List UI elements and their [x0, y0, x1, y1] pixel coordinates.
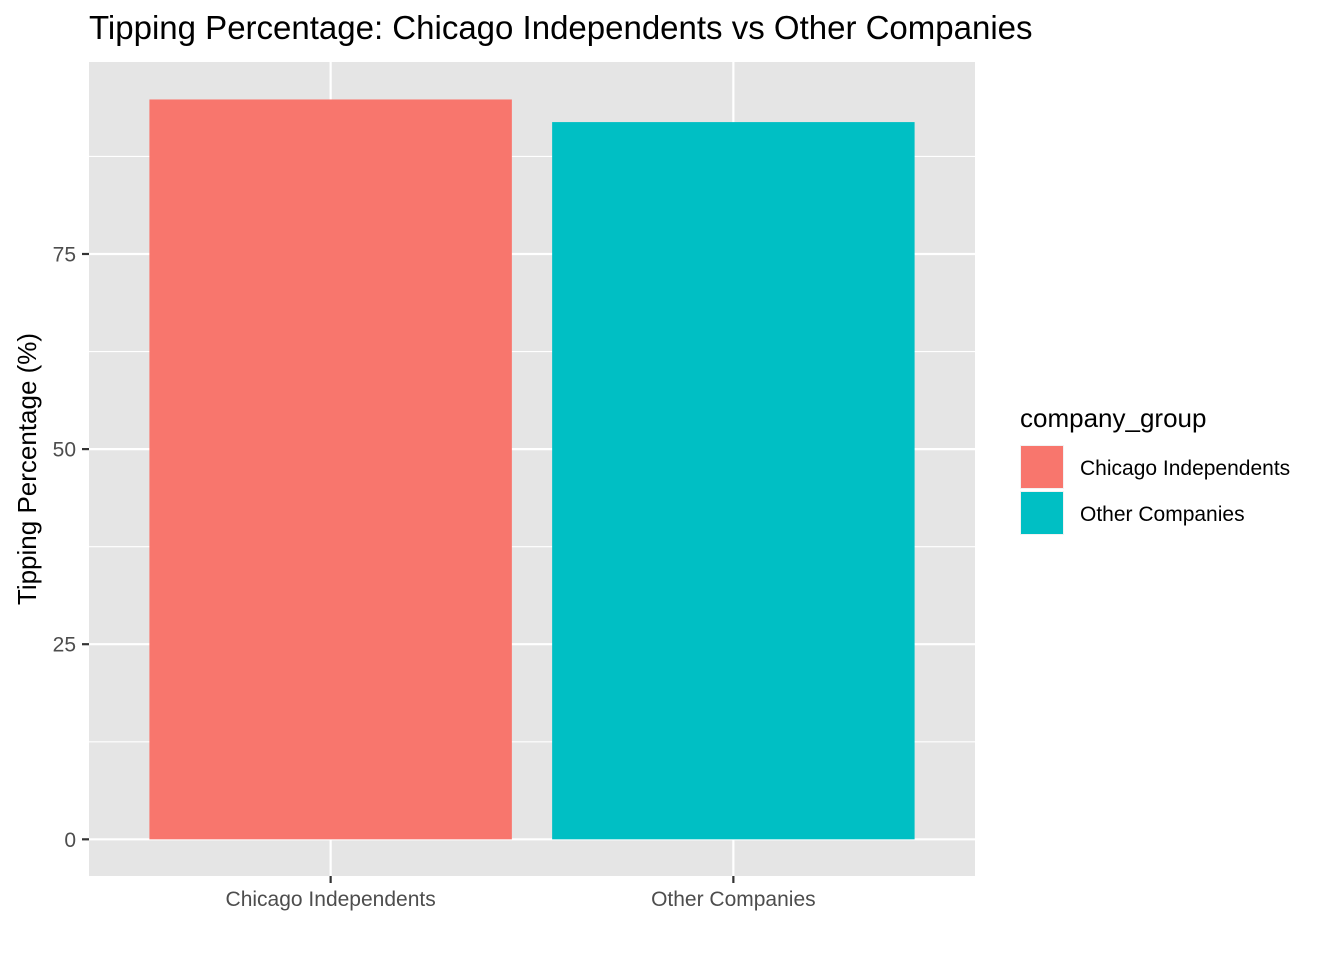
legend: company_group Chicago Independents Other … — [1020, 403, 1290, 535]
chart-title: Tipping Percentage: Chicago Independents… — [89, 9, 1033, 46]
y-axis-title: Tipping Percentage (%) — [12, 333, 42, 605]
y-tick-label: 75 — [53, 243, 76, 266]
bar-2 — [552, 122, 915, 840]
x-axis: Chicago Independents Other Companies — [226, 876, 816, 911]
y-tick-label: 25 — [53, 634, 76, 657]
y-tick-label: 50 — [53, 439, 76, 462]
bars — [149, 99, 915, 840]
y-axis: 0 25 50 75 — [53, 243, 89, 852]
y-tick-label: 0 — [64, 829, 76, 852]
legend-label: Other Companies — [1080, 503, 1245, 526]
legend-swatch — [1021, 492, 1063, 534]
legend-label: Chicago Independents — [1080, 457, 1290, 480]
x-tick-label: Other Companies — [651, 888, 816, 911]
x-tick-label: Chicago Independents — [226, 888, 436, 911]
legend-swatch — [1021, 446, 1063, 488]
bar-1 — [149, 99, 512, 840]
legend-title: company_group — [1020, 403, 1206, 433]
